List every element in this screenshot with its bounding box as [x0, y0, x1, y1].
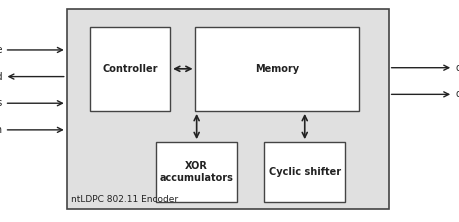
Text: XOR
accumulators: XOR accumulators: [159, 161, 233, 183]
Text: dval: dval: [454, 63, 459, 73]
Text: din: din: [0, 125, 2, 135]
Text: rfd: rfd: [0, 71, 2, 82]
Text: ntLDPC 802.11 Encoder: ntLDPC 802.11 Encoder: [71, 195, 178, 204]
Text: dout: dout: [454, 89, 459, 99]
Text: mode: mode: [0, 45, 2, 55]
Text: Memory: Memory: [255, 64, 298, 74]
Bar: [195, 27, 358, 111]
Bar: [90, 27, 170, 111]
Text: drs: drs: [0, 98, 2, 108]
Text: Cyclic shifter: Cyclic shifter: [268, 167, 340, 177]
Bar: [67, 9, 388, 209]
Bar: [264, 142, 344, 202]
Text: Controller: Controller: [102, 64, 157, 74]
Bar: [156, 142, 236, 202]
